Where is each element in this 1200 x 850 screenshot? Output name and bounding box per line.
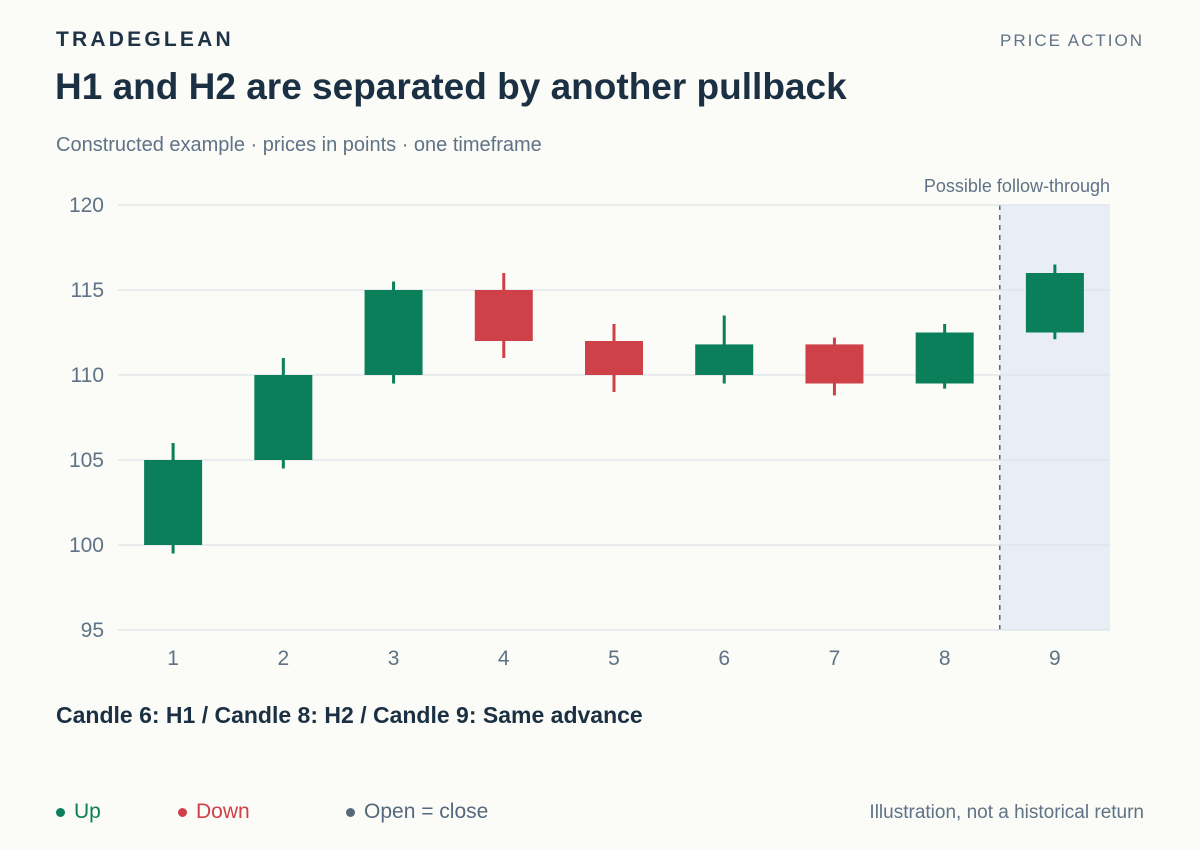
candle-2 (254, 358, 313, 469)
candle-4 (474, 273, 533, 358)
y-tick-label: 95 (81, 619, 104, 642)
legend-item-doji: Open = close (346, 800, 488, 824)
page-title: H1 and H2 are separated by another pullb… (55, 66, 847, 107)
candle-callout: Candle 6: H1 / Candle 8: H2 / Candle 9: … (56, 702, 643, 728)
x-tick-label: 4 (498, 647, 510, 670)
x-tick-label: 2 (277, 647, 289, 670)
legend-label-doji: Open = close (364, 800, 489, 823)
x-tick-label: 8 (939, 647, 951, 670)
candle-body (695, 344, 754, 375)
legend-item-up: Up (56, 800, 101, 824)
y-tick-label: 105 (69, 449, 104, 472)
section-label: PRICE ACTION (1000, 31, 1144, 50)
footnote: Illustration, not a historical return (869, 802, 1144, 823)
candle-6 (695, 315, 754, 384)
candle-9 (1025, 264, 1084, 340)
candle-body (1025, 273, 1084, 333)
y-tick-label: 115 (71, 279, 104, 302)
legend-label-down: Down (196, 800, 250, 823)
candle-body (364, 290, 423, 375)
candle-3 (364, 281, 423, 384)
candle-body (585, 341, 643, 375)
page-subtitle: Constructed example · prices in points ·… (56, 134, 542, 156)
x-tick-label: 9 (1049, 647, 1061, 670)
x-tick-label: 7 (829, 647, 841, 670)
candle-body (915, 332, 974, 384)
up-dot-icon (56, 807, 65, 817)
y-tick-label: 100 (69, 534, 104, 557)
y-tick-label: 110 (71, 364, 104, 387)
candle-body (474, 290, 533, 341)
candle-8 (915, 324, 974, 389)
x-tick-label: 5 (608, 647, 620, 670)
down-dot-icon (178, 807, 187, 817)
legend-label-up: Up (74, 800, 101, 823)
candle-body (144, 460, 203, 545)
y-tick-label: 120 (69, 194, 104, 217)
candle-body (254, 375, 313, 460)
candle-1 (144, 443, 203, 554)
x-tick-label: 3 (388, 647, 400, 670)
brand-logo: TRADEGLEAN (56, 28, 234, 51)
forecast-region-label: Possible follow-through (924, 176, 1110, 196)
candle-body (805, 344, 864, 384)
x-tick-label: 6 (718, 647, 730, 670)
candle-5 (585, 324, 643, 392)
neutral-dot-icon (346, 807, 355, 817)
legend-item-down: Down (178, 800, 250, 824)
candle-7 (805, 337, 864, 396)
x-tick-label: 1 (167, 647, 179, 670)
